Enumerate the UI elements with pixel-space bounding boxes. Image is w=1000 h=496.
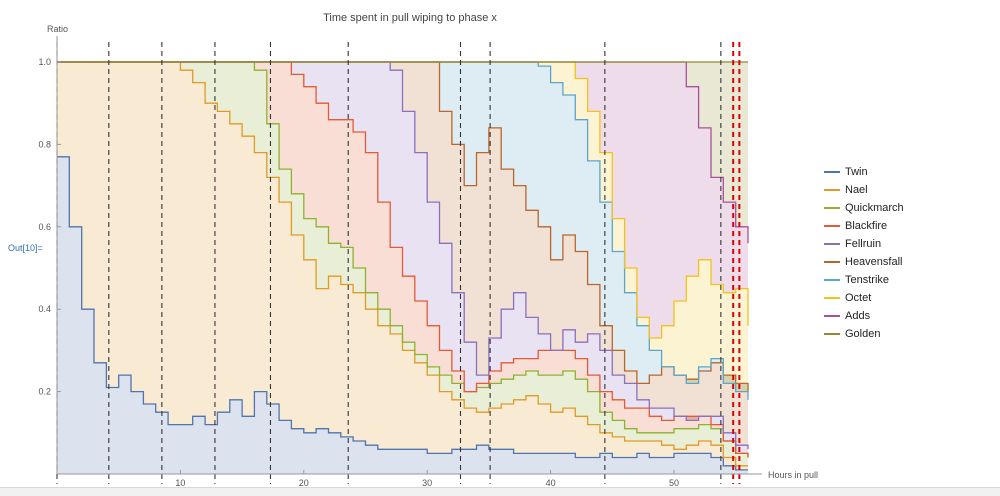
- legend-item: Octet: [824, 289, 904, 307]
- legend-swatch: [824, 243, 840, 245]
- x-axis-label: Hours in pull: [768, 470, 818, 480]
- x-tick-label: 10: [175, 478, 185, 488]
- legend-item: Blackfire: [824, 217, 904, 235]
- legend-item: Twin: [824, 163, 904, 181]
- legend-label: Twin: [845, 166, 868, 178]
- legend-swatch: [824, 333, 840, 335]
- bottom-scrollbar[interactable]: [0, 487, 1000, 496]
- legend-label: Golden: [845, 328, 881, 340]
- legend-swatch: [824, 189, 840, 191]
- x-tick-label: 50: [669, 478, 679, 488]
- legend-swatch: [824, 261, 840, 263]
- y-axis-label: Ratio: [47, 24, 68, 34]
- legend-label: Quickmarch: [845, 202, 904, 214]
- legend: Twin Nael Quickmarch Blackfire Fellruin Heave…: [824, 163, 904, 343]
- legend-item: Quickmarch: [824, 199, 904, 217]
- y-tick-label: 1.0: [38, 57, 51, 67]
- series-line-twin: [57, 156, 748, 471]
- legend-item: Tenstrike: [824, 271, 904, 289]
- legend-label: Adds: [845, 310, 871, 322]
- area-band-nael: [57, 62, 748, 470]
- y-tick-label: 0.2: [38, 387, 51, 397]
- legend-item: Fellruin: [824, 235, 904, 253]
- legend-item: Adds: [824, 307, 904, 325]
- area-band-twin: [57, 156, 748, 475]
- legend-swatch: [824, 207, 840, 209]
- legend-label: Blackfire: [845, 220, 888, 232]
- axes: Ratio Hours in pull 0.2 0.4 0.6 0.8 1.0 10 20 30 4…: [38, 24, 818, 488]
- legend-swatch: [824, 297, 840, 299]
- legend-swatch: [824, 315, 840, 317]
- vertical-markers: [56, 42, 741, 484]
- legend-swatch: [824, 279, 840, 281]
- output-cell-label: Out[10]=: [8, 243, 43, 253]
- x-tick-label: 40: [546, 478, 556, 488]
- y-tick-label: 0.6: [38, 222, 51, 232]
- legend-label: Nael: [845, 184, 868, 196]
- legend-item: Golden: [824, 325, 904, 343]
- chart-title: Time spent in pull wiping to phase x: [323, 12, 497, 24]
- x-tick-label: 20: [299, 478, 309, 488]
- area-band-tenstrike: [57, 62, 748, 400]
- area-band-heavensfall: [57, 62, 748, 450]
- area-chart: Ratio Hours in pull 0.2 0.4 0.6 0.8 1.0 10 20 30 4…: [38, 24, 818, 488]
- legend-label: Heavensfall: [845, 256, 903, 268]
- series-lines: [57, 61, 749, 471]
- legend-swatch: [824, 225, 840, 227]
- legend-swatch: [824, 171, 840, 173]
- legend-item: Nael: [824, 181, 904, 199]
- x-tick-label: 30: [422, 478, 432, 488]
- legend-label: Tenstrike: [845, 274, 890, 286]
- area-band-adds: [57, 62, 748, 338]
- legend-item: Heavensfall: [824, 253, 904, 271]
- legend-label: Octet: [845, 292, 872, 304]
- legend-label: Fellruin: [845, 238, 882, 250]
- y-tick-label: 0.8: [38, 139, 51, 149]
- y-tick-label: 0.4: [38, 304, 51, 314]
- area-band-octet: [57, 62, 748, 400]
